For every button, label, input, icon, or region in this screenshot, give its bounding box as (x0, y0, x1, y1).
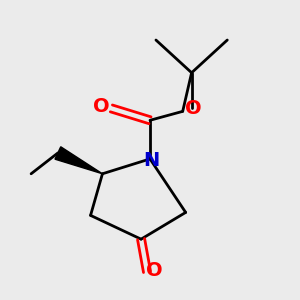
Text: O: O (93, 98, 109, 116)
Text: O: O (146, 261, 163, 280)
Polygon shape (55, 147, 102, 174)
Text: O: O (185, 99, 201, 118)
Text: N: N (143, 151, 160, 170)
